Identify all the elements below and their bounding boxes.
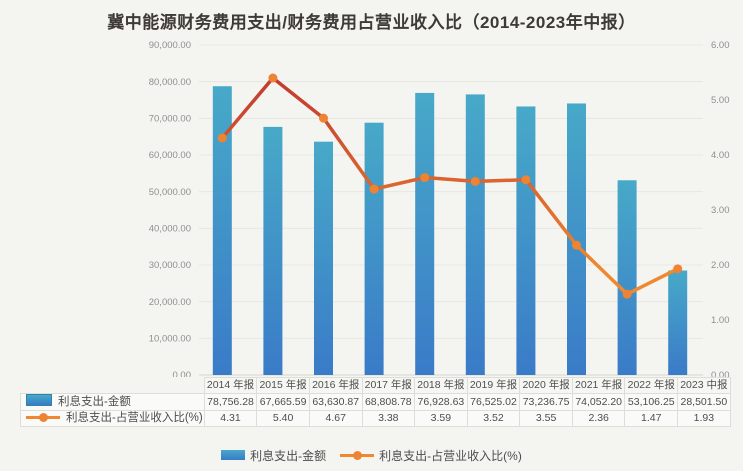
table-value-cell: 78,756.28 [203, 393, 258, 411]
line-data-point[interactable] [521, 175, 531, 185]
line-series[interactable] [217, 73, 683, 299]
line-data-point[interactable] [470, 176, 480, 186]
line-data-point[interactable] [268, 73, 278, 83]
table-value-cell: 3.59 [414, 410, 468, 427]
bar[interactable] [516, 106, 536, 376]
chart-legend: 利息支出-金额 利息支出-占营业收入比(%) [0, 446, 743, 464]
x-axis-category-label: 2020 年报 [519, 377, 573, 394]
table-value-cell: 3.38 [361, 410, 416, 427]
right-axis-tick: 6.00 [711, 40, 730, 51]
table-value-cell: 3.55 [519, 410, 573, 427]
table-value-cell: 1.47 [624, 410, 679, 427]
table-value-cell: 5.40 [256, 410, 310, 427]
left-axis-tick: 50,000.00 [149, 187, 191, 198]
x-axis-category-label: 2014 年报 [203, 377, 258, 394]
data-table-container: 2014 年报 2015 年报 2016 年报 2017 年报 2018 年报 2019 … [20, 377, 731, 427]
line-data-point[interactable] [319, 113, 328, 123]
bar[interactable] [364, 122, 384, 375]
left-axis-tick: 70,000.00 [149, 114, 191, 125]
legend-label-bar: 利息支出-金额 [250, 448, 327, 463]
table-value-cell: 73,236.75 [519, 393, 573, 411]
table-value-cell: 68,808.78 [361, 393, 416, 411]
bar-legend-swatch-icon [221, 450, 246, 460]
line-data-point[interactable] [369, 184, 379, 194]
table-value-cell: 28,501.50 [677, 393, 731, 411]
data-table: 2014 年报 2015 年报 2016 年报 2017 年报 2018 年报 2019 … [20, 377, 731, 427]
line-path [220, 76, 680, 296]
line-data-point[interactable] [420, 173, 430, 183]
x-axis-category-label: 2017 年报 [361, 377, 416, 394]
table-value-cell: 67,665.59 [256, 393, 310, 411]
line-legend-swatch-icon [340, 450, 375, 460]
chart-title: 冀中能源财务费用支出/财务费用占营业收入比（2014-2023年中报） [107, 13, 636, 32]
bar-series-swatch-icon [26, 394, 52, 406]
right-axis-tick: 2.00 [711, 260, 730, 271]
x-axis-category-label: 2022 年报 [624, 377, 679, 394]
right-axis-tick-labels: 0.00 1.00 2.00 3.00 4.00 5.00 6.00 [711, 40, 730, 377]
bar[interactable] [668, 270, 688, 375]
gridlines [199, 44, 703, 376]
line-data-point[interactable] [673, 264, 683, 274]
left-axis-tick: 0.00 [173, 370, 192, 377]
left-axis-tick: 60,000.00 [149, 150, 191, 161]
table-value-cell: 76,928.63 [414, 393, 468, 411]
x-axis-category-label: 2023 中报 [677, 377, 731, 394]
left-axis-tick: 90,000.00 [149, 40, 191, 51]
table-value-cell: 4.31 [203, 410, 258, 427]
chart-plot-area[interactable]: 0.00 10,000.00 20,000.00 30,000.00 40,000.00… [0, 36, 743, 377]
table-value-cell: 76,525.02 [466, 393, 521, 411]
left-axis-tick: 80,000.00 [149, 77, 191, 88]
right-axis-tick: 0.00 [711, 370, 730, 377]
legend-item-line[interactable]: 利息支出-占营业收入比(%) [340, 447, 522, 464]
bar[interactable] [465, 94, 485, 375]
right-axis-tick: 1.00 [711, 315, 730, 326]
bar[interactable] [415, 92, 435, 376]
left-axis-tick: 40,000.00 [149, 224, 191, 235]
line-data-point[interactable] [622, 289, 632, 299]
table-value-cell: 4.67 [308, 410, 363, 427]
line-data-point[interactable] [572, 240, 581, 250]
x-axis-category-label: 2021 年报 [571, 377, 626, 394]
x-axis-category-label: 2018 年报 [414, 377, 468, 394]
bar[interactable] [314, 141, 333, 375]
right-axis-tick: 3.00 [711, 205, 730, 216]
left-axis-tick: 30,000.00 [149, 260, 191, 271]
table-row: 利息支出-金额 78,756.28 67,665.59 63,630.87 68,808… [20, 393, 731, 411]
left-axis-tick-labels: 0.00 10,000.00 20,000.00 30,000.00 40,000.00… [149, 40, 191, 377]
legend-label-line: 利息支出-占营业收入比(%) [379, 448, 522, 463]
bar[interactable] [263, 126, 283, 375]
bar-series[interactable] [212, 86, 688, 376]
table-value-cell: 63,630.87 [308, 393, 363, 411]
table-value-cell: 74,052.20 [571, 393, 626, 411]
legend-item-bar[interactable]: 利息支出-金额 [221, 447, 326, 464]
x-axis-category-label: 2019 年报 [466, 377, 521, 394]
table-corner-cell [21, 378, 205, 394]
bar[interactable] [617, 180, 637, 375]
right-axis-tick: 4.00 [711, 150, 730, 161]
table-value-cell: 3.52 [466, 410, 521, 427]
bar[interactable] [212, 86, 232, 375]
left-axis-tick: 10,000.00 [149, 334, 191, 345]
line-data-point[interactable] [217, 133, 227, 143]
table-value-cell: 53,106.25 [624, 393, 679, 411]
left-axis-tick: 20,000.00 [149, 297, 191, 308]
table-value-cell: 1.93 [677, 410, 731, 427]
series-label-cell: 利息支出-占营业收入比(%) [20, 410, 205, 427]
x-axis-category-label: 2015 年报 [256, 377, 310, 394]
right-axis-tick: 5.00 [711, 95, 730, 106]
table-value-cell: 2.36 [571, 410, 626, 427]
series-label-cell: 利息支出-金额 [20, 393, 205, 411]
table-row: 利息支出-占营业收入比(%) 4.31 5.40 4.67 3.38 3.59 3.52 3.… [20, 410, 731, 427]
line-series-swatch-icon [26, 413, 60, 422]
bar[interactable] [567, 103, 586, 375]
x-axis-category-label: 2016 年报 [308, 377, 363, 394]
